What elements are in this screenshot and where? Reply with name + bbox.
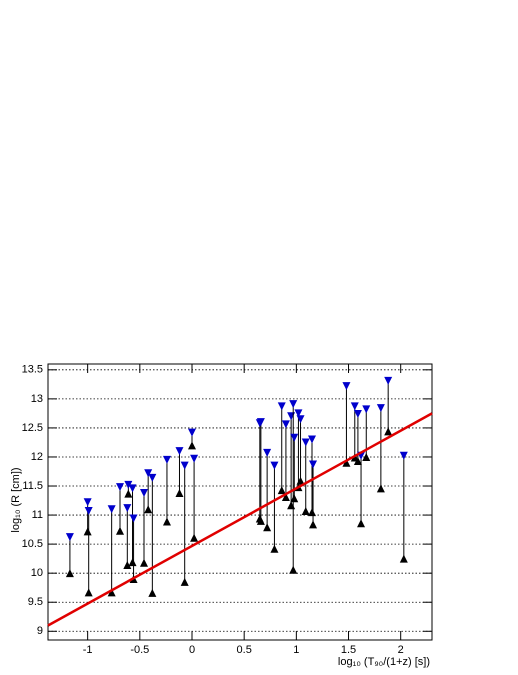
lower-limit-marker: [190, 533, 199, 542]
upper-limit-marker: [83, 498, 92, 507]
upper-limit-marker: [308, 435, 316, 444]
upper-limit-marker: [263, 448, 272, 457]
lower-limit-marker: [263, 523, 272, 532]
y-tick-label: 9.5: [28, 596, 43, 608]
lower-limit-marker: [123, 561, 132, 570]
lower-limit-marker: [83, 527, 92, 536]
upper-limit-marker: [124, 480, 133, 489]
lower-limit-marker: [256, 516, 265, 525]
upper-limit-marker: [290, 433, 299, 442]
upper-limit-marker: [84, 507, 93, 516]
upper-limit-marker: [342, 382, 351, 391]
x-axis-label: log₁₀ (T₉₀/(1+z) [s]): [338, 656, 430, 668]
upper-limit-marker: [123, 504, 132, 513]
y-tick-label: 13: [31, 393, 43, 405]
lower-limit-marker: [84, 588, 93, 597]
y-axis-label: log₁₀ (R [cm]): [10, 467, 22, 532]
lower-limit-marker: [342, 458, 351, 467]
lower-limit-marker: [175, 488, 184, 497]
upper-limit-marker: [309, 460, 318, 469]
upper-limit-marker: [107, 505, 116, 514]
x-tick-label: 0.5: [237, 644, 252, 656]
lower-limit-marker: [357, 519, 366, 528]
upper-limit-marker: [287, 412, 296, 421]
y-tick-label: 12.5: [22, 422, 43, 434]
x-tick-label: -0.5: [130, 644, 149, 656]
x-tick-label: 2: [398, 644, 404, 656]
upper-limit-marker: [140, 488, 148, 497]
upper-limit-marker: [65, 533, 74, 542]
lower-limit-marker: [277, 486, 286, 495]
lower-limit-marker: [116, 526, 124, 535]
upper-limit-marker: [129, 514, 138, 523]
lower-limit-marker: [384, 427, 393, 436]
y-tick-label: 9: [37, 625, 43, 637]
upper-limit-marker: [188, 428, 196, 437]
lower-limit-marker: [399, 554, 408, 563]
upper-limit-marker: [281, 420, 290, 429]
upper-limit-marker: [277, 402, 286, 411]
upper-limit-marker: [175, 447, 184, 456]
upper-limit-marker: [399, 451, 408, 460]
upper-limit-marker: [353, 409, 362, 418]
upper-limit-marker: [362, 405, 371, 414]
x-tick-label: 1.5: [341, 644, 356, 656]
upper-limit-marker: [190, 454, 199, 463]
lower-limit-marker: [296, 476, 305, 485]
lower-limit-marker: [309, 520, 318, 529]
plot-frame: [47, 363, 433, 641]
y-tick-label: 11.5: [22, 480, 43, 492]
x-tick-label: 0: [189, 644, 195, 656]
lower-limit-marker: [270, 544, 279, 553]
upper-limit-marker: [116, 483, 124, 492]
y-tick-label: 10: [31, 567, 43, 579]
lower-limit-marker: [301, 507, 310, 516]
lower-limit-marker: [362, 452, 371, 461]
y-tick-label: 11: [32, 509, 43, 521]
y-tick-label: 10.5: [22, 538, 43, 550]
lower-limit-marker: [128, 558, 137, 567]
lower-limit-marker: [290, 494, 299, 503]
upper-limit-marker: [180, 461, 189, 470]
lower-limit-marker: [353, 457, 362, 466]
upper-limit-marker: [148, 473, 157, 482]
upper-limit-marker: [350, 402, 359, 411]
lower-limit-marker: [289, 565, 298, 574]
fit-line: [47, 412, 433, 627]
lower-limit-marker: [107, 588, 116, 597]
upper-limit-marker: [144, 469, 153, 478]
x-tick-label: -1: [83, 644, 93, 656]
lower-limit-marker: [287, 501, 296, 510]
lower-limit-marker: [376, 484, 385, 493]
upper-limit-marker: [128, 484, 137, 493]
upper-limit-marker: [296, 415, 305, 424]
lower-limit-marker: [162, 517, 171, 526]
x-tick-label: 1: [293, 644, 299, 656]
lower-limit-marker: [188, 441, 196, 450]
lower-limit-marker: [124, 489, 133, 498]
upper-limit-marker: [294, 409, 303, 418]
lower-limit-marker: [281, 493, 290, 502]
upper-limit-marker: [384, 376, 393, 385]
y-tick-label: 12: [31, 451, 43, 463]
y-tick-label: 13.5: [22, 364, 43, 376]
upper-limit-marker: [256, 418, 265, 427]
lower-limit-marker: [180, 577, 189, 586]
lower-limit-marker: [140, 558, 148, 567]
upper-limit-marker: [162, 455, 171, 464]
upper-limit-marker: [289, 400, 298, 409]
lower-limit-marker: [148, 588, 157, 597]
upper-limit-marker: [270, 461, 279, 470]
lower-limit-marker: [308, 508, 316, 517]
lower-limit-marker: [65, 569, 74, 578]
upper-limit-marker: [301, 438, 310, 447]
lower-limit-marker: [144, 505, 153, 514]
upper-limit-marker: [376, 404, 385, 413]
